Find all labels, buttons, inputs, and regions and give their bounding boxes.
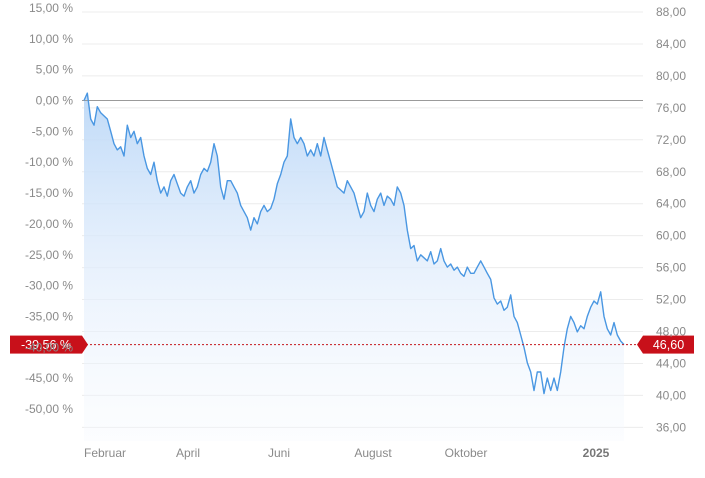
x-tick-label: April xyxy=(176,446,200,460)
left-tick-label: 5,00 % xyxy=(36,63,74,77)
series-line xyxy=(83,92,625,395)
left-tick-label: -15,00 % xyxy=(25,186,73,200)
x-axis: Februar April Juni August Oktober 2025 xyxy=(84,446,610,460)
current-percent-badge-bg xyxy=(10,335,82,354)
series-area xyxy=(84,93,624,441)
right-tick-label: 52,00 xyxy=(656,293,686,307)
right-tick-label: 48,00 xyxy=(656,325,686,339)
current-percent-label: -39,56 % xyxy=(21,338,71,352)
x-tick-label: August xyxy=(354,446,392,460)
right-tick-label: 36,00 xyxy=(656,420,686,434)
right-tick-label: 60,00 xyxy=(656,229,686,243)
left-tick-label: -35,00 % xyxy=(25,309,73,323)
right-tick-label: 88,00 xyxy=(656,5,686,19)
left-tick-label: -5,00 % xyxy=(32,124,74,138)
left-tick-label: -45,00 % xyxy=(25,371,73,385)
right-tick-label: 44,00 xyxy=(656,356,686,370)
right-tick-label: 84,00 xyxy=(656,37,686,51)
left-tick-label: 10,00 % xyxy=(29,32,73,46)
right-tick-label: 72,00 xyxy=(656,133,686,147)
left-tick-label: -50,00 % xyxy=(25,402,73,416)
current-price-badge-bg xyxy=(643,335,694,354)
x-tick-label: Juni xyxy=(268,446,290,460)
area-layer xyxy=(84,93,624,441)
right-tick-label: 40,00 xyxy=(656,388,686,402)
left-axis: 15,00 % 10,00 % 5,00 % 0,00 % -5,00 % -10,00 … xyxy=(25,1,73,416)
left-tick-label: -30,00 % xyxy=(25,279,73,293)
current-price-badge-arrow xyxy=(637,335,643,354)
right-axis: 88,00 84,00 80,00 76,00 72,00 68,00 64,00 60,00… xyxy=(656,5,686,434)
left-tick-label: 0,00 % xyxy=(36,94,74,108)
current-price-badge: 46,60 xyxy=(637,335,694,354)
left-tick-label: -20,00 % xyxy=(25,217,73,231)
right-tick-label: 76,00 xyxy=(656,101,686,115)
x-tick-label: Februar xyxy=(84,446,126,460)
left-tick-label: -40,00 % xyxy=(25,340,73,354)
current-percent-badge: -39,56 % xyxy=(10,335,88,354)
right-tick-label: 68,00 xyxy=(656,165,686,179)
left-tick-label: 15,00 % xyxy=(29,1,73,15)
x-tick-label: 2025 xyxy=(583,446,610,460)
current-value-layer: -39,56 % 46,60 xyxy=(10,335,694,354)
right-tick-label: 80,00 xyxy=(656,69,686,83)
right-tick-label: 56,00 xyxy=(656,261,686,275)
current-percent-badge-arrow xyxy=(82,335,88,354)
x-tick-label: Oktober xyxy=(445,446,488,460)
current-price-label: 46,60 xyxy=(653,338,684,352)
right-tick-label: 64,00 xyxy=(656,197,686,211)
left-tick-label: -10,00 % xyxy=(25,155,73,169)
left-tick-label: -25,00 % xyxy=(25,248,73,262)
line-layer xyxy=(83,92,625,395)
